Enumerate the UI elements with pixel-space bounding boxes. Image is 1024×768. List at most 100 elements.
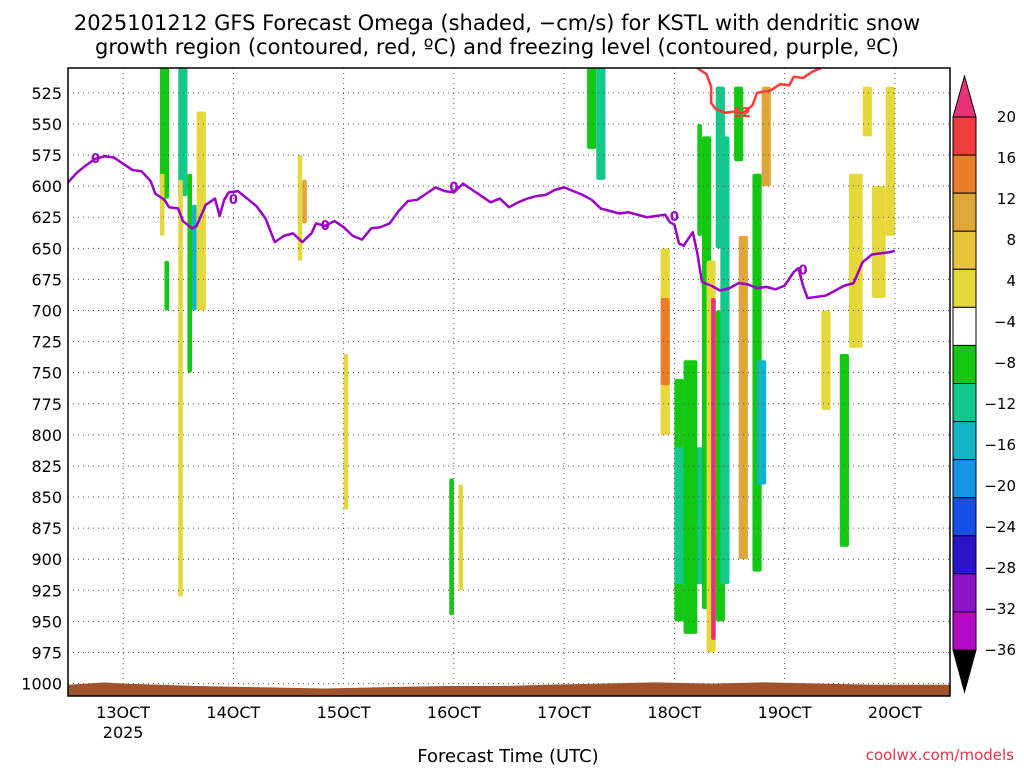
colorbar-label: 8: [1006, 231, 1016, 249]
colorbar-label: 4: [1006, 272, 1016, 290]
freezing-level-contour: [67, 155, 896, 300]
omega-cell: [596, 68, 606, 180]
colorbar-label: −28: [984, 559, 1016, 577]
colorbar-segment: [952, 497, 977, 537]
colorbar-label: 20: [997, 108, 1016, 126]
omega-cell: [343, 354, 349, 510]
colorbar-segment: [952, 192, 977, 232]
x-tick-label: 13OCT: [96, 703, 150, 722]
dgz-label: −12: [722, 106, 751, 121]
colorbar-segment: [952, 383, 977, 423]
omega-shading-layer: [159, 68, 895, 653]
plot-area: 0 0 0 0 0 0 −12: [67, 66, 951, 697]
x-tick-label: 17OCT: [537, 703, 591, 722]
y-tick-label: 925: [31, 581, 62, 600]
omega-cell: [757, 360, 767, 485]
freezing-level-label: 0: [449, 180, 458, 195]
colorbar: 20 16 12 8 4 −4 −8 −12 −16 −20 −24 −28 −32 −36: [952, 74, 1016, 694]
freezing-level-label: 0: [229, 193, 238, 208]
freezing-level-label: 0: [321, 219, 330, 234]
colorbar-label: −32: [984, 600, 1016, 618]
terrain-surface: [68, 682, 950, 696]
colorbar-label: −36: [984, 641, 1016, 659]
freezing-level-label: 0: [670, 210, 679, 225]
omega-cell: [449, 478, 454, 616]
x-tick-label: 18OCT: [647, 703, 701, 722]
y-tick-label: 675: [31, 270, 62, 289]
y-tick-label: 1000: [21, 675, 62, 694]
plot-background: [68, 68, 950, 696]
y-axis-tick-labels: 525 550 575 600 625 650 675 700 725 750 775 800 825 8…: [21, 84, 62, 694]
omega-cell: [587, 68, 597, 149]
y-tick-label: 600: [31, 177, 62, 196]
y-tick-label: 525: [31, 84, 62, 103]
colorbar-label: −4: [994, 313, 1016, 331]
omega-cell: [178, 179, 183, 597]
colorbar-label: 16: [997, 149, 1016, 167]
omega-cell: [848, 173, 863, 348]
omega-cell: [738, 235, 748, 560]
y-tick-label: 850: [31, 488, 62, 507]
x-tick-label: 14OCT: [206, 703, 260, 722]
freezing-level-label: 0: [798, 264, 807, 279]
x-tick-label: 15OCT: [317, 703, 371, 722]
colorbar-segment: [952, 611, 977, 651]
colorbar-segment: [952, 306, 977, 346]
grid-layer: [67, 68, 951, 696]
omega-cell: [711, 298, 716, 641]
colorbar-label: −20: [984, 477, 1016, 495]
omega-cell: [839, 354, 849, 547]
colorbar-segment: [952, 154, 977, 194]
omega-cell: [164, 260, 170, 311]
omega-cell: [821, 310, 831, 410]
y-tick-label: 750: [31, 364, 62, 383]
dgz-contour: [696, 66, 822, 115]
omega-cell: [862, 86, 872, 137]
omega-cell: [697, 123, 702, 236]
colorbar-segment: [952, 573, 977, 613]
contour-layer: 0 0 0 0 0 0 −12: [67, 66, 896, 300]
colorbar-label: −12: [984, 395, 1016, 413]
colorbar-segment: [952, 421, 977, 461]
colorbar-label: −24: [984, 518, 1016, 536]
y-tick-label: 825: [31, 457, 62, 476]
omega-cell: [761, 86, 771, 187]
colorbar-label: 12: [997, 190, 1016, 208]
x-tick-label: 19OCT: [758, 703, 812, 722]
colorbar-segment: [952, 344, 977, 384]
y-tick-label: 650: [31, 239, 62, 258]
y-tick-label: 550: [31, 115, 62, 134]
y-tick-label: 775: [31, 395, 62, 414]
plot-frame: [67, 67, 951, 697]
y-tick-label: 875: [31, 519, 62, 538]
colorbar-segment: [952, 230, 977, 270]
omega-cell: [297, 155, 303, 261]
colorbar-segment: [952, 268, 977, 308]
colorbar-top-triangle: [952, 74, 977, 118]
terrain-layer: [68, 682, 950, 696]
colorbar-label: −16: [984, 436, 1016, 454]
colorbar-bottom-triangle: [952, 649, 977, 694]
colorbar-label: −8: [994, 354, 1016, 372]
colorbar-segment: [952, 116, 977, 156]
colorbar-segment: [952, 535, 977, 575]
chart-title-line2: growth region (contoured, red, ºC) and f…: [95, 35, 899, 59]
credit-text: coolwx.com/models: [866, 746, 1014, 764]
omega-cell: [871, 186, 886, 299]
x-tick-sublabel: 2025: [103, 723, 144, 742]
y-tick-label: 800: [31, 426, 62, 445]
omega-cell: [159, 68, 170, 199]
omega-cell: [187, 173, 193, 373]
omega-cell: [178, 68, 188, 197]
y-tick-label: 575: [31, 146, 62, 165]
omega-cell: [302, 179, 307, 224]
chart-title-line1: 2025101212 GFS Forecast Omega (shaded, −…: [74, 11, 920, 35]
omega-cell: [192, 204, 197, 311]
y-tick-label: 700: [31, 301, 62, 320]
y-tick-label: 950: [31, 612, 62, 631]
omega-cell: [458, 484, 464, 591]
omega-cell: [885, 86, 895, 236]
x-axis-title: Forecast Time (UTC): [417, 746, 598, 767]
